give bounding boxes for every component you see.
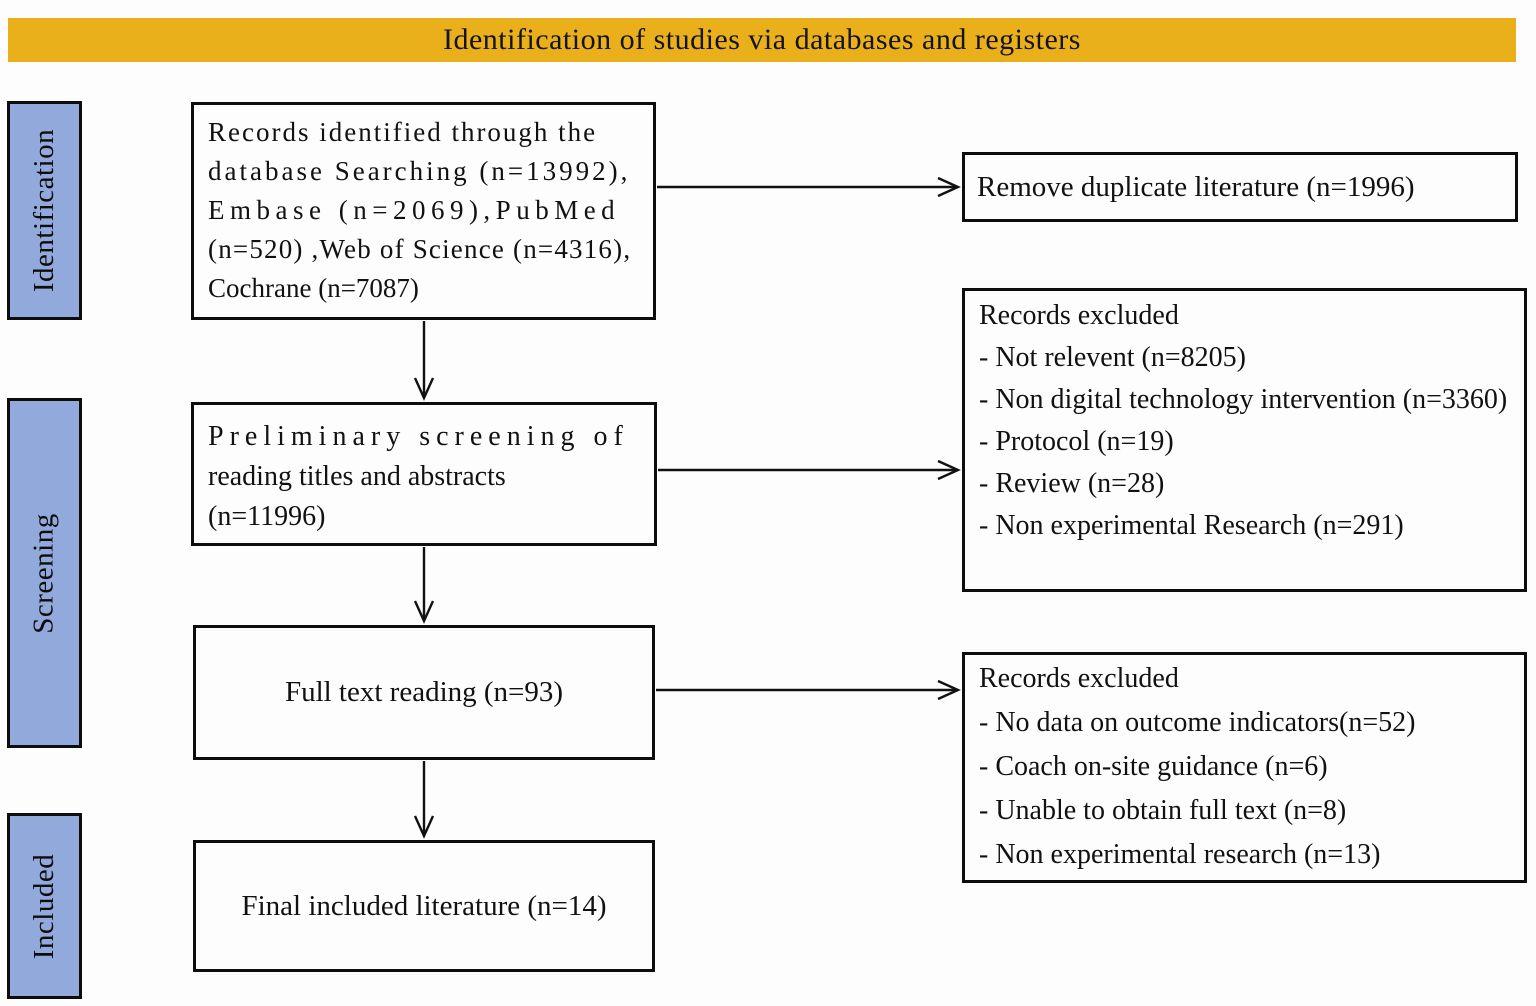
stage-label-included: Included bbox=[7, 813, 82, 999]
box-text-line: Records identified through the bbox=[208, 117, 598, 147]
box-text-line: (n=11996) bbox=[208, 501, 326, 532]
exclusion-item: - Non experimental Research (n=291) bbox=[979, 510, 1404, 541]
box-full-text-reading: Full text reading (n=93) bbox=[193, 625, 655, 760]
stage-label-text: Screening bbox=[28, 512, 60, 634]
box-records-excluded-fulltext: Records excluded - No data on outcome in… bbox=[962, 652, 1527, 883]
box-text-line: Embase (n=2069),PubMed bbox=[208, 195, 621, 225]
exclusion-item: - Non experimental research (n=13) bbox=[979, 839, 1381, 870]
box-text-line: reading titles and abstracts bbox=[208, 461, 506, 492]
stage-label-text: Identification bbox=[28, 128, 60, 293]
stage-label-identification: Identification bbox=[7, 101, 82, 320]
box-text-line: Cochrane (n=7087) bbox=[208, 273, 419, 303]
diagram-header-banner: Identification of studies via databases … bbox=[8, 18, 1516, 62]
box-records-excluded-screening: Records excluded - Not relevent (n=8205)… bbox=[962, 288, 1527, 592]
box-final-included: Final included literature (n=14) bbox=[193, 840, 655, 972]
box-records-identified: Records identified through the database … bbox=[191, 102, 656, 320]
exclusion-title: Records excluded bbox=[979, 300, 1179, 331]
diagram-title: Identification of studies via databases … bbox=[443, 23, 1081, 56]
box-text-line: Full text reading (n=93) bbox=[284, 676, 564, 708]
box-text-line: (n=520) ,Web of Science (n=4316), bbox=[208, 234, 632, 264]
box-remove-duplicates: Remove duplicate literature (n=1996) bbox=[962, 152, 1518, 222]
box-text-line: Preliminary screening of bbox=[208, 421, 629, 452]
exclusion-item: - Protocol (n=19) bbox=[979, 426, 1174, 457]
exclusion-item: - No data on outcome indicators(n=52) bbox=[979, 707, 1416, 738]
box-text-line: Final included literature (n=14) bbox=[241, 889, 607, 922]
exclusion-item: - Non digital technology intervention (n… bbox=[979, 384, 1508, 415]
exclusion-item: - Review (n=28) bbox=[979, 468, 1165, 499]
box-preliminary-screening: Preliminary screening of reading titles … bbox=[191, 402, 657, 546]
box-text-line: Remove duplicate literature (n=1996) bbox=[977, 170, 1415, 203]
exclusion-item: - Not relevent (n=8205) bbox=[979, 342, 1246, 373]
stage-label-text: Included bbox=[28, 853, 60, 959]
stage-label-screening: Screening bbox=[7, 398, 82, 748]
exclusion-item: - Coach on-site guidance (n=6) bbox=[979, 751, 1328, 782]
box-text-line: database Searching (n=13992), bbox=[208, 156, 631, 186]
exclusion-title: Records excluded bbox=[979, 663, 1179, 694]
exclusion-item: - Unable to obtain full text (n=8) bbox=[979, 795, 1347, 826]
